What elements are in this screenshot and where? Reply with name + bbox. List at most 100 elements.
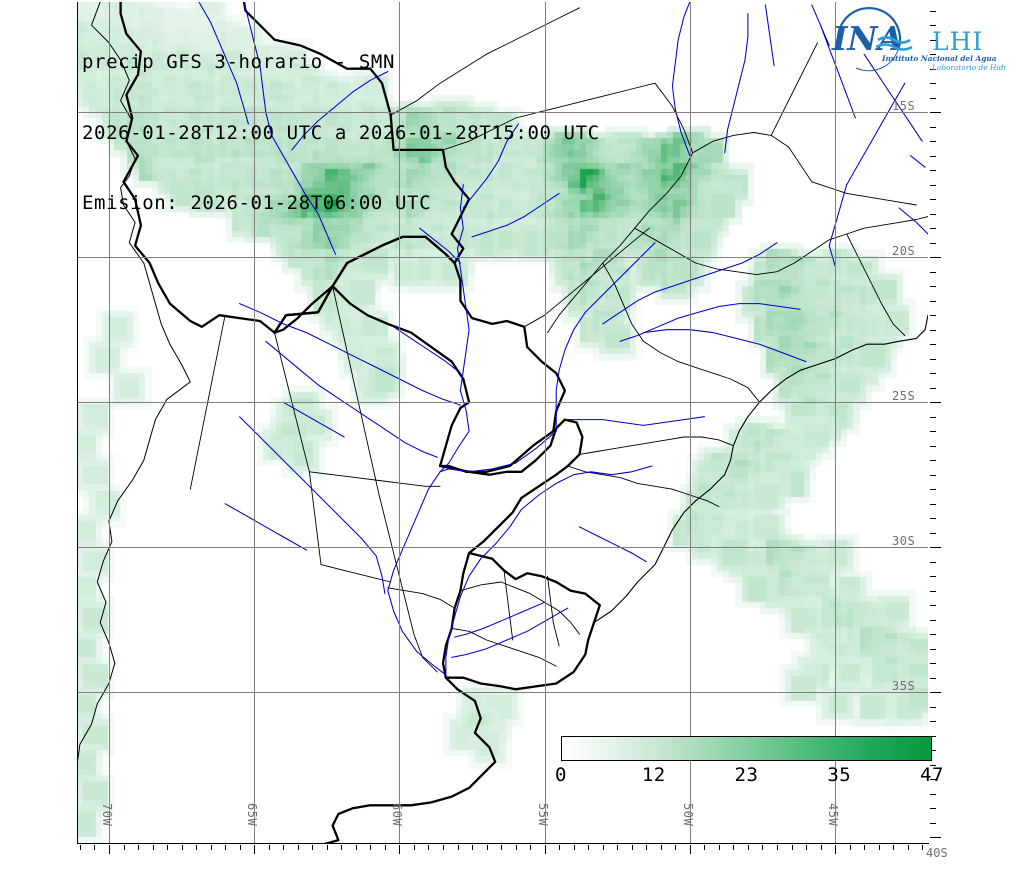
gridline-lon	[835, 2, 837, 843]
tick-lon	[472, 845, 473, 850]
tick-lon	[254, 845, 256, 854]
axis-label-lat: 30S	[892, 534, 916, 549]
tick-lon	[152, 845, 154, 850]
tick-lat	[930, 373, 936, 375]
logo-waves-icon	[875, 36, 913, 51]
precipitation-raster	[77, 2, 928, 843]
tick-lon	[297, 845, 299, 850]
tick-lat	[930, 808, 936, 810]
tick-lon	[443, 845, 444, 850]
tick-lat	[930, 634, 936, 636]
axis-label-lat: 20S	[892, 244, 916, 259]
tick-lon	[501, 845, 502, 850]
tick-lon	[457, 845, 459, 850]
tick-lat	[930, 402, 941, 404]
figure-title: precip GFS 3-horario - SMN 2026-01-28T12…	[82, 4, 600, 263]
tick-lat	[930, 663, 936, 665]
tick-lon	[762, 845, 764, 850]
tick-lon	[660, 845, 662, 850]
gridline-lon	[254, 2, 256, 843]
tick-lon	[849, 845, 851, 850]
tick-lon	[94, 845, 96, 850]
tick-lat	[930, 344, 936, 346]
tick-lat	[930, 141, 936, 143]
tick-lat	[930, 155, 936, 157]
tick-lat	[930, 387, 936, 389]
axis-label-lon: 70W	[99, 803, 114, 827]
tick-lon	[326, 845, 328, 850]
tick-lat	[930, 561, 936, 563]
tick-lon	[617, 845, 619, 850]
tick-lat	[930, 54, 936, 56]
tick-lat	[930, 416, 936, 418]
tick-lon	[864, 845, 866, 850]
tick-lat	[930, 764, 936, 766]
tick-lon	[399, 845, 401, 854]
gridline-lon	[689, 2, 691, 843]
tick-lon	[210, 845, 212, 850]
tick-lat	[930, 489, 936, 491]
logo-unit-text: LHI	[932, 27, 983, 56]
gridline-lon	[544, 2, 546, 843]
axis-label-lon: 65W	[245, 803, 260, 827]
tick-lat	[930, 793, 936, 795]
tick-lon	[835, 845, 837, 854]
tick-lat	[930, 692, 941, 694]
tick-lon	[675, 845, 677, 850]
tick-lon	[370, 845, 372, 850]
tick-lat	[930, 474, 936, 476]
tick-lat	[930, 25, 936, 27]
tick-lon	[907, 845, 909, 850]
gridline-lat	[77, 402, 928, 404]
tick-lat	[930, 97, 936, 99]
tick-lon	[747, 845, 749, 850]
tick-lon	[689, 845, 691, 854]
tick-lon	[341, 845, 343, 850]
tick-lon	[791, 845, 793, 850]
tick-lat	[930, 170, 936, 172]
title-line-variable: precip GFS 3-horario - SMN	[82, 51, 396, 73]
tick-lat	[930, 822, 936, 824]
tick-lon	[428, 845, 430, 850]
tick-lon	[196, 845, 198, 850]
tick-lat	[930, 532, 936, 534]
colorbar-tick-label: 47	[920, 764, 944, 786]
axis-label-lat: 25S	[892, 389, 916, 404]
tick-lon	[646, 845, 648, 850]
tick-lat	[930, 126, 936, 128]
tick-lat	[930, 431, 936, 433]
tick-lat	[930, 547, 941, 549]
tick-lat	[930, 112, 941, 114]
tick-lat	[930, 184, 936, 186]
tick-lon	[413, 845, 415, 850]
tick-lon	[602, 845, 604, 850]
tick-lat	[930, 271, 936, 273]
tick-lat	[930, 199, 936, 201]
tick-lat	[930, 721, 936, 723]
tick-lon	[108, 845, 110, 854]
gridline-lon	[399, 2, 401, 843]
gridline-lat	[77, 547, 928, 549]
tick-lat	[930, 83, 936, 85]
tick-lon	[806, 845, 807, 850]
tick-lon	[559, 845, 561, 850]
tick-lat	[930, 286, 936, 288]
gridline-lat	[77, 112, 928, 114]
tick-lat	[930, 39, 936, 41]
colorbar: 0 12 23 35 47	[555, 736, 943, 786]
axis-label-corner: 40S	[926, 846, 948, 860]
colorbar-gradient	[561, 736, 932, 761]
tick-lat	[930, 590, 936, 592]
tick-lat	[930, 300, 936, 302]
tick-lon	[138, 845, 139, 850]
tick-lon	[225, 845, 227, 850]
map-plot-area	[77, 2, 928, 843]
tick-lat	[930, 10, 936, 12]
tick-lon	[167, 845, 168, 850]
title-line-valid-period: 2026-01-28T12:00 UTC a 2026-01-28T15:00 …	[82, 121, 600, 144]
tick-lon	[922, 845, 924, 850]
tick-lon	[239, 845, 241, 850]
axis-label-lon: 55W	[535, 803, 550, 827]
colorbar-tick-label: 23	[734, 764, 759, 786]
